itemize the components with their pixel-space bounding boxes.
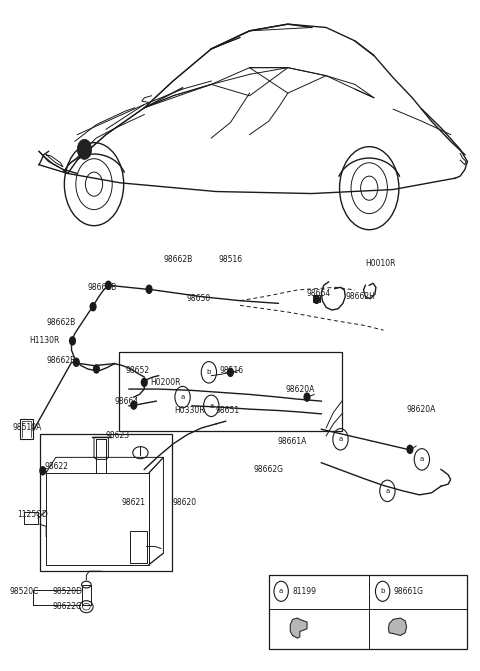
Circle shape	[142, 378, 147, 386]
Text: 98662G: 98662G	[253, 465, 283, 474]
Text: 98662H: 98662H	[345, 292, 375, 301]
Text: a: a	[338, 436, 343, 442]
Bar	[40, 434, 171, 571]
Text: 98664: 98664	[306, 289, 330, 298]
Text: a: a	[385, 488, 390, 494]
Circle shape	[304, 393, 310, 401]
Text: 98510A: 98510A	[12, 423, 42, 432]
Text: 98650: 98650	[186, 294, 211, 303]
Text: 98516: 98516	[220, 366, 244, 375]
Text: 98661G: 98661G	[393, 587, 423, 596]
Text: 98622: 98622	[45, 462, 69, 470]
Text: 98623: 98623	[105, 431, 129, 440]
Text: 81199: 81199	[293, 587, 317, 596]
Text: b: b	[207, 369, 211, 375]
Text: 98620: 98620	[172, 499, 196, 507]
Text: 98620A: 98620A	[407, 405, 436, 413]
Text: 98662B: 98662B	[163, 256, 192, 264]
Text: 98520C: 98520C	[9, 587, 39, 596]
Text: a: a	[209, 403, 214, 409]
Text: a: a	[279, 588, 283, 595]
Circle shape	[73, 358, 79, 366]
Bar	[120, 352, 342, 431]
Polygon shape	[388, 618, 407, 635]
Circle shape	[131, 401, 137, 409]
Circle shape	[228, 368, 233, 376]
Text: 1125GD: 1125GD	[17, 511, 48, 519]
Text: 98516: 98516	[218, 256, 242, 264]
Bar	[24, 512, 38, 524]
Text: 98620A: 98620A	[286, 384, 315, 394]
Circle shape	[314, 295, 320, 303]
Text: 98664: 98664	[115, 397, 139, 406]
Bar	[20, 419, 33, 440]
Text: H0200R: H0200R	[150, 378, 180, 387]
Bar	[313, 295, 321, 302]
Text: 98662B: 98662B	[88, 282, 117, 292]
Circle shape	[70, 337, 75, 345]
Text: a: a	[420, 456, 424, 462]
Text: H0010R: H0010R	[365, 259, 396, 268]
Text: 98661A: 98661A	[277, 437, 307, 446]
Text: 98662B: 98662B	[47, 356, 76, 366]
Text: 98621: 98621	[121, 499, 145, 507]
Text: 98652: 98652	[125, 366, 149, 375]
Text: 98622C: 98622C	[52, 602, 82, 611]
Text: b: b	[381, 588, 385, 595]
Circle shape	[106, 281, 111, 289]
Text: H0330R: H0330R	[174, 406, 204, 415]
Bar	[269, 575, 468, 649]
Text: 98662B: 98662B	[47, 317, 76, 327]
Text: 98651: 98651	[215, 406, 239, 415]
Text: H1130R: H1130R	[29, 336, 60, 346]
Text: a: a	[180, 394, 185, 400]
Circle shape	[90, 303, 96, 311]
Text: 98520D: 98520D	[52, 587, 83, 596]
Circle shape	[40, 467, 46, 475]
Circle shape	[146, 285, 152, 293]
Circle shape	[94, 365, 99, 373]
Circle shape	[77, 140, 92, 160]
Bar	[130, 531, 147, 563]
Polygon shape	[290, 618, 307, 638]
Circle shape	[407, 446, 413, 454]
